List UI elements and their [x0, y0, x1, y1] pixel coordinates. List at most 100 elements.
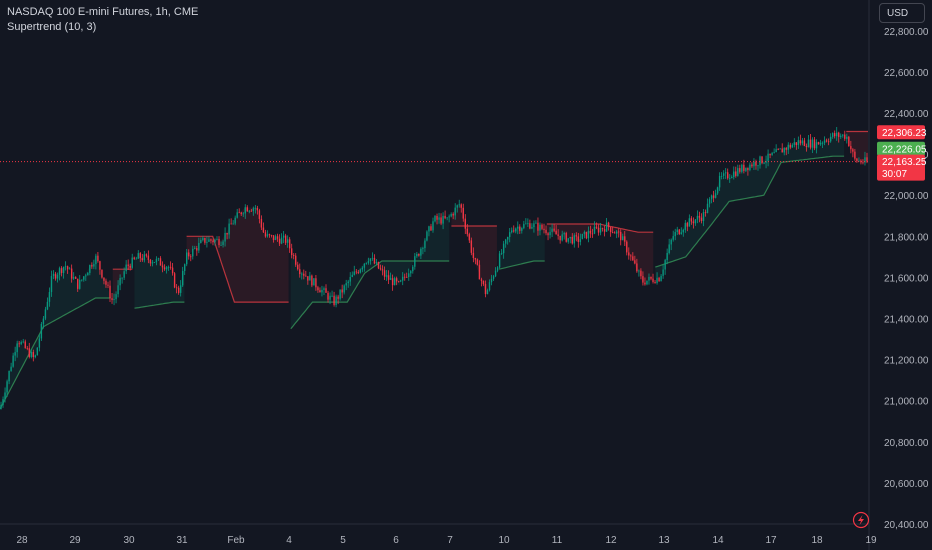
candle-body: [349, 276, 351, 282]
candle-body: [452, 214, 454, 216]
candle-body: [228, 223, 230, 235]
candle-body: [634, 260, 636, 264]
candle-body: [79, 279, 81, 289]
candle-body: [660, 275, 662, 282]
candle-body: [26, 347, 28, 349]
candle-body: [315, 278, 317, 288]
candle-body: [288, 239, 291, 249]
candle-body: [470, 240, 473, 253]
price-tick-label: 20,400.00: [884, 520, 929, 531]
candle-body: [131, 257, 133, 268]
candle-body: [733, 171, 735, 178]
candle-body: [301, 273, 303, 275]
candle-body: [783, 147, 785, 153]
candle-body: [765, 160, 767, 163]
candle-body: [186, 252, 188, 265]
candle-body: [48, 291, 51, 302]
price-axis[interactable]: 22,800.0022,600.0022,400.0022,200.0022,0…: [884, 27, 929, 531]
candle-body: [339, 289, 341, 299]
candle-body: [504, 239, 507, 244]
candle-body: [381, 269, 384, 271]
candle-body: [313, 278, 315, 286]
candle-body: [749, 164, 751, 171]
candle-body: [262, 227, 265, 233]
candle-body: [377, 262, 380, 269]
candle-body: [270, 235, 273, 236]
candle-body: [628, 252, 630, 256]
candle-body: [523, 223, 525, 229]
candle-body: [678, 229, 680, 235]
candle-body: [30, 351, 32, 358]
time-tick-label: 11: [552, 535, 563, 546]
candle-body: [527, 223, 529, 224]
candle-body: [535, 222, 537, 224]
candle-body: [121, 277, 123, 279]
candle-body: [177, 287, 180, 293]
candle-body: [260, 218, 263, 228]
candle-body: [654, 281, 656, 283]
candle-body: [545, 229, 547, 234]
price-tick-label: 20,800.00: [884, 438, 929, 449]
time-tick-label: 31: [176, 535, 188, 546]
candle-body: [468, 234, 471, 241]
candle-body: [218, 238, 220, 246]
candle-body: [704, 212, 707, 213]
candle-body: [163, 267, 166, 270]
candle-body: [551, 228, 553, 232]
candle-body: [525, 223, 527, 225]
candle-body: [175, 287, 178, 289]
candle-body: [819, 142, 822, 145]
candle-body: [246, 207, 248, 212]
candle-body: [357, 272, 360, 273]
candle-body: [686, 222, 689, 227]
candle-body: [81, 279, 83, 281]
time-axis[interactable]: 28 29 30 31 Feb 4 5 6 7 10 11 12 13 14 17 18 19: [16, 535, 877, 546]
candle-body: [622, 236, 624, 241]
candle-body: [615, 231, 618, 234]
candle-body: [141, 258, 144, 261]
candle-body: [626, 241, 628, 253]
candle-body: [216, 238, 218, 240]
candle-body: [692, 221, 695, 224]
candle-body: [454, 207, 456, 216]
lightning-icon[interactable]: [852, 511, 870, 529]
candle-body: [365, 262, 368, 264]
time-tick-label: 7: [447, 535, 453, 546]
candle-body: [486, 290, 489, 295]
supertrend-segment: [498, 260, 545, 270]
candle-body: [113, 299, 115, 301]
candles: [0, 126, 868, 410]
candle-body: [284, 235, 287, 243]
candle-body: [149, 259, 152, 264]
candle-body: [462, 207, 464, 219]
candle-body: [603, 229, 606, 232]
candle-body: [192, 248, 194, 257]
candle-body: [399, 280, 402, 282]
candle-body: [789, 144, 791, 148]
candle-body: [293, 255, 295, 256]
candle-body: [787, 144, 789, 150]
candle-body: [290, 248, 293, 256]
candle-body: [856, 158, 858, 162]
candle-body: [422, 248, 424, 249]
candle-body: [844, 134, 846, 139]
candle-body: [14, 352, 16, 356]
candle-body: [757, 165, 759, 167]
candle-body: [706, 203, 709, 213]
candle-body: [478, 264, 481, 280]
candle-body: [456, 205, 458, 208]
candle-body: [317, 287, 319, 291]
candle-body: [305, 275, 307, 277]
candle-body: [248, 210, 251, 212]
candle-body: [442, 215, 444, 224]
candle-body: [83, 276, 85, 280]
candle-body: [418, 253, 420, 256]
candle-body: [506, 236, 509, 240]
candle-body: [242, 213, 244, 215]
candle-body: [145, 254, 148, 256]
supertrend-fill-segment: [186, 207, 289, 303]
candle-body: [12, 355, 14, 367]
currency-button[interactable]: USD: [879, 3, 925, 23]
candle-body: [214, 239, 216, 243]
